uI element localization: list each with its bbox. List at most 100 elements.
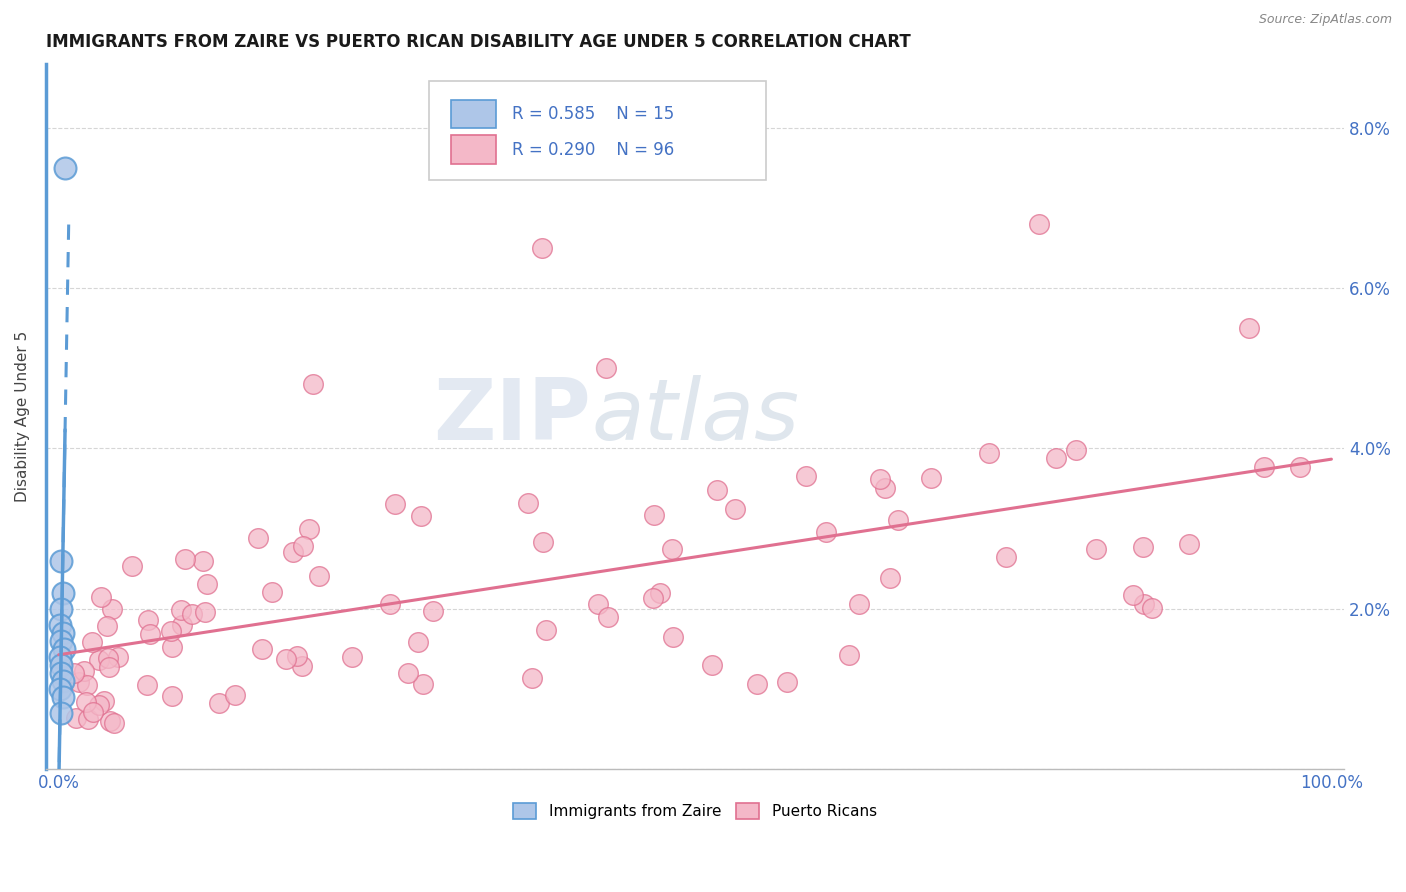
Point <box>139 626 162 640</box>
Point <box>63 665 86 680</box>
Point <box>380 597 402 611</box>
Point <box>531 534 554 549</box>
Point <box>643 591 665 606</box>
Point <box>93 694 115 708</box>
Point <box>1064 442 1087 457</box>
Point <box>136 678 159 692</box>
Point <box>776 674 799 689</box>
Point <box>281 545 304 559</box>
Point <box>173 552 195 566</box>
Point <box>274 652 297 666</box>
Legend: Immigrants from Zaire, Puerto Ricans: Immigrants from Zaire, Puerto Ricans <box>508 797 883 825</box>
Point <box>994 549 1017 564</box>
Point <box>700 658 723 673</box>
Point <box>724 502 747 516</box>
Point <box>643 508 665 523</box>
Point <box>298 522 321 536</box>
Point <box>77 712 100 726</box>
Point <box>1132 540 1154 554</box>
Point <box>520 671 543 685</box>
Point <box>534 623 557 637</box>
Point <box>596 610 619 624</box>
Point <box>72 664 94 678</box>
Point <box>136 613 159 627</box>
Point <box>886 513 908 527</box>
Point <box>412 676 434 690</box>
Point <box>1028 217 1050 231</box>
Point <box>661 541 683 556</box>
Point <box>51 634 73 648</box>
Point <box>51 586 73 600</box>
Point <box>224 688 246 702</box>
Point <box>1237 321 1260 335</box>
Point <box>869 472 891 486</box>
Point <box>49 682 72 697</box>
Point <box>302 377 325 392</box>
Text: R = 0.585    N = 15: R = 0.585 N = 15 <box>512 105 675 123</box>
Point <box>53 161 76 175</box>
Point <box>340 649 363 664</box>
Point <box>246 531 269 545</box>
Text: IMMIGRANTS FROM ZAIRE VS PUERTO RICAN DISABILITY AGE UNDER 5 CORRELATION CHART: IMMIGRANTS FROM ZAIRE VS PUERTO RICAN DI… <box>46 33 911 51</box>
Point <box>384 498 406 512</box>
Point <box>260 585 283 599</box>
Point <box>208 696 231 710</box>
Bar <box>451 100 496 128</box>
Point <box>1132 597 1154 611</box>
Point <box>65 711 87 725</box>
Point <box>80 634 103 648</box>
Point <box>90 591 112 605</box>
Point <box>794 469 817 483</box>
Point <box>96 619 118 633</box>
Text: ZIP: ZIP <box>433 375 591 458</box>
Point <box>977 446 1000 460</box>
Point <box>89 698 111 712</box>
Point <box>409 509 432 524</box>
Point <box>160 689 183 703</box>
Bar <box>451 136 496 164</box>
Point <box>76 678 98 692</box>
Point <box>838 648 860 662</box>
Point <box>82 705 104 719</box>
Point <box>1045 451 1067 466</box>
Point <box>1084 542 1107 557</box>
Point <box>49 618 72 632</box>
Y-axis label: Disability Age Under 5: Disability Age Under 5 <box>15 331 30 502</box>
Point <box>1289 459 1312 474</box>
Text: atlas: atlas <box>591 375 799 458</box>
Point <box>516 496 538 510</box>
Point <box>1177 536 1199 550</box>
Point <box>51 626 73 640</box>
Text: R = 0.290    N = 96: R = 0.290 N = 96 <box>512 141 675 159</box>
Point <box>121 559 143 574</box>
Point <box>52 642 75 657</box>
Point <box>1253 460 1275 475</box>
Point <box>308 568 330 582</box>
Point <box>920 470 942 484</box>
Point <box>879 571 901 585</box>
Point <box>162 640 184 654</box>
Point <box>87 653 110 667</box>
Point <box>1142 601 1164 615</box>
Point <box>75 695 97 709</box>
Point <box>595 361 617 376</box>
Point <box>662 630 685 644</box>
Point <box>100 601 122 615</box>
Point <box>1122 588 1144 602</box>
Point <box>107 649 129 664</box>
Point <box>287 649 309 664</box>
Point <box>97 651 120 665</box>
Point <box>706 483 728 497</box>
Point <box>170 618 193 632</box>
Point <box>406 635 429 649</box>
Point <box>194 605 217 619</box>
Point <box>422 603 444 617</box>
Point <box>250 641 273 656</box>
Point <box>67 675 90 690</box>
Text: Source: ZipAtlas.com: Source: ZipAtlas.com <box>1258 13 1392 27</box>
Point <box>191 554 214 568</box>
Point <box>291 659 314 673</box>
Point <box>586 597 609 611</box>
Point <box>531 241 554 255</box>
Point <box>98 660 121 674</box>
